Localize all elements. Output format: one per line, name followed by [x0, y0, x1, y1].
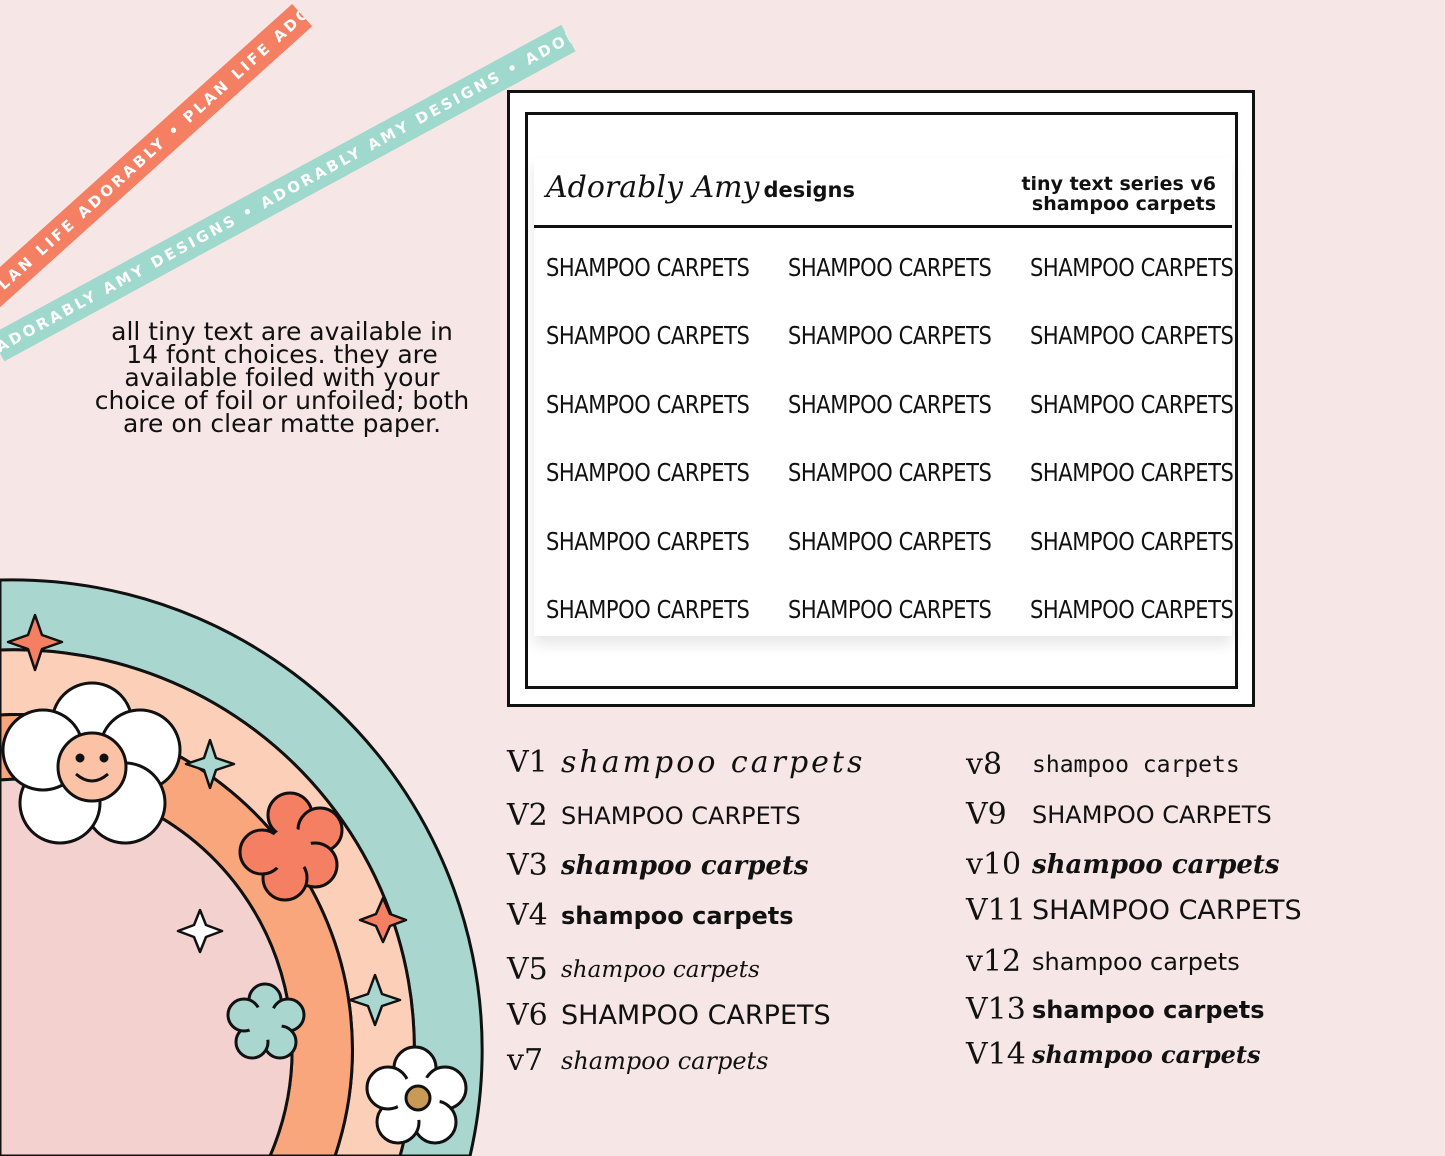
- version-sample-text: shampoo carpets: [1032, 1040, 1261, 1069]
- sticker-text: shampoo carpets: [788, 321, 992, 351]
- sheet-name: shampoo carpets: [1031, 193, 1216, 215]
- font-version-row: V2 SHAMPOO CARPETS: [507, 798, 801, 833]
- version-label: V1: [507, 745, 548, 780]
- version-sample-text: SHAMPOO CARPETS: [561, 801, 801, 830]
- font-version-row: v12 shampoo carpets: [966, 944, 1240, 979]
- version-sample-text: SHAMPOO CARPETS: [1032, 800, 1272, 829]
- sticker-sheet: Adorably Amy designs tiny text series v6 …: [534, 158, 1234, 636]
- font-version-row: V9 SHAMPOO CARPETS: [966, 797, 1272, 832]
- font-version-row: V1 shampoo carpets: [507, 745, 865, 780]
- sticker-text: shampoo carpets: [546, 389, 750, 419]
- version-sample-text: shampoo carpets: [1032, 751, 1240, 778]
- font-version-row: V14 shampoo carpets: [966, 1037, 1261, 1072]
- version-label: V2: [507, 798, 548, 833]
- version-sample-text: SHAMPOO CARPETS: [1032, 895, 1302, 926]
- sticker-text: shampoo carpets: [1030, 389, 1234, 419]
- sticker-text: shampoo carpets: [788, 389, 992, 419]
- smiley-flower-icon: [1, 681, 182, 845]
- mint-flower-icon: [226, 982, 306, 1060]
- version-label: V3: [507, 848, 548, 883]
- sticker-text: shampoo carpets: [1030, 321, 1234, 351]
- info-text: all tiny text are available in 14 font c…: [94, 317, 470, 438]
- sticker-text: shampoo carpets: [788, 595, 992, 625]
- sticker-text: shampoo carpets: [546, 252, 750, 282]
- font-version-row: v8 shampoo carpets: [966, 747, 1240, 782]
- product-frame-inner: [525, 112, 1238, 689]
- version-sample-text: shampoo carpets: [1032, 995, 1265, 1024]
- sticker-grid: shampoo carpets shampoo carpets shampoo ca…: [546, 233, 1234, 644]
- font-version-row: V4 shampoo carpets: [507, 898, 794, 933]
- daisy-flower-icon: [365, 1045, 468, 1145]
- sticker-text: shampoo carpets: [546, 595, 750, 625]
- version-label: V6: [507, 998, 548, 1033]
- brand-word: designs: [763, 178, 855, 202]
- version-label: v8: [966, 747, 1003, 782]
- sticker-text: shampoo carpets: [546, 321, 750, 351]
- sheet-divider: [534, 225, 1232, 228]
- version-label: V13: [966, 992, 1026, 1027]
- version-sample-text: SHAMPOO CARPETS: [561, 1000, 831, 1031]
- version-sample-text: shampoo carpets: [561, 745, 866, 780]
- font-version-row: V11 SHAMPOO CARPETS: [966, 893, 1302, 928]
- version-label: V9: [966, 797, 1007, 832]
- version-sample-text: shampoo carpets: [1032, 849, 1280, 880]
- font-version-row: V6 SHAMPOO CARPETS: [507, 998, 831, 1033]
- version-label: v7: [507, 1043, 544, 1078]
- version-label: V5: [507, 952, 548, 987]
- sticker-text: shampoo carpets: [788, 458, 992, 488]
- version-sample-text: shampoo carpets: [1032, 947, 1240, 976]
- brand-script: Adorably Amy: [546, 170, 760, 205]
- version-label: V11: [966, 893, 1026, 928]
- font-version-row: v10 shampoo carpets: [966, 847, 1280, 882]
- brand-logo: Adorably Amy designs: [546, 170, 855, 205]
- sticker-text: shampoo carpets: [1030, 526, 1234, 556]
- sticker-text: shampoo carpets: [788, 526, 992, 556]
- version-label: V14: [966, 1037, 1026, 1072]
- version-sample-text: shampoo carpets: [561, 1046, 769, 1075]
- sheet-meta: tiny text series v6 shampoo carpets: [1021, 174, 1216, 214]
- font-version-row: V13 shampoo carpets: [966, 992, 1265, 1027]
- rainbow-illustration: [0, 578, 484, 1156]
- sticker-text: shampoo carpets: [788, 252, 992, 282]
- font-version-row: V5 shampoo carpets: [507, 952, 760, 987]
- series-title: tiny text series v6: [1021, 173, 1216, 195]
- font-version-row: V3 shampoo carpets: [507, 848, 809, 883]
- version-label: V4: [507, 898, 548, 933]
- sticker-text: shampoo carpets: [1030, 595, 1234, 625]
- version-sample-text: shampoo carpets: [561, 850, 809, 881]
- sticker-text: shampoo carpets: [546, 458, 750, 488]
- coral-flower-icon: [238, 791, 344, 902]
- font-version-row: v7 shampoo carpets: [507, 1043, 768, 1078]
- version-label: v10: [966, 847, 1022, 882]
- sticker-text: shampoo carpets: [546, 526, 750, 556]
- sticker-text: shampoo carpets: [1030, 458, 1234, 488]
- version-sample-text: shampoo carpets: [561, 956, 760, 983]
- version-label: v12: [966, 944, 1022, 979]
- sparkle-icon: [6, 613, 408, 1027]
- sticker-text: shampoo carpets: [1030, 252, 1234, 282]
- version-sample-text: shampoo carpets: [561, 901, 794, 930]
